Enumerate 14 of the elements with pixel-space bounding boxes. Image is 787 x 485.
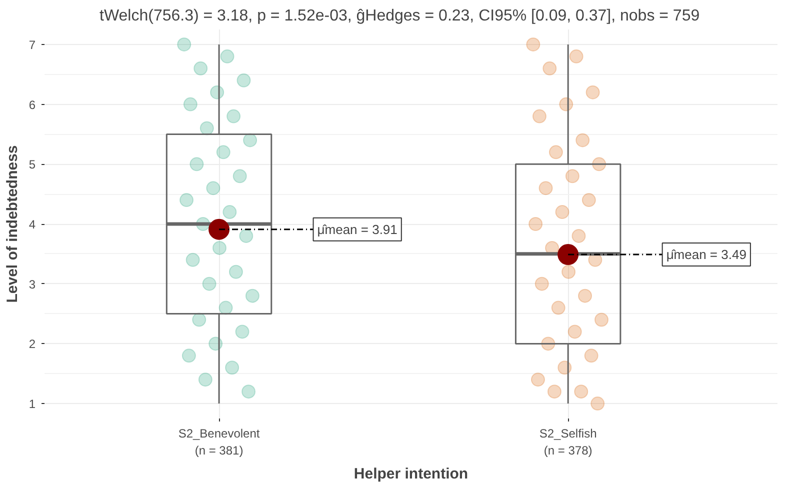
x-axis-title: Helper intention bbox=[354, 465, 468, 482]
annotation: μ̂mean = 3.49 bbox=[666, 247, 746, 262]
x-tick-label: S2_Benevolent (n = 381) bbox=[178, 426, 260, 458]
y-tick-label: 3 bbox=[28, 277, 36, 292]
y-axis-title: Level of indebtedness bbox=[4, 145, 21, 303]
chart-title: tWelch(756.3) = 3.18, p = 1.52e-03, ĝHedges = 0.23, CI95% [0.09, 0.37], nobs = 759 bbox=[100, 8, 700, 24]
annotation: μ̂mean = 3.91 bbox=[317, 222, 398, 237]
y-tick-label: 5 bbox=[28, 158, 36, 172]
y-tick-label: 7 bbox=[28, 38, 36, 52]
y-tick-label: 4 bbox=[28, 218, 36, 232]
y-tick-label: 1 bbox=[28, 397, 36, 412]
y-tick-label: 6 bbox=[28, 98, 36, 112]
y-tick-label: 2 bbox=[28, 337, 36, 352]
x-tick-label: S2_Selfish (n = 378) bbox=[539, 426, 597, 458]
